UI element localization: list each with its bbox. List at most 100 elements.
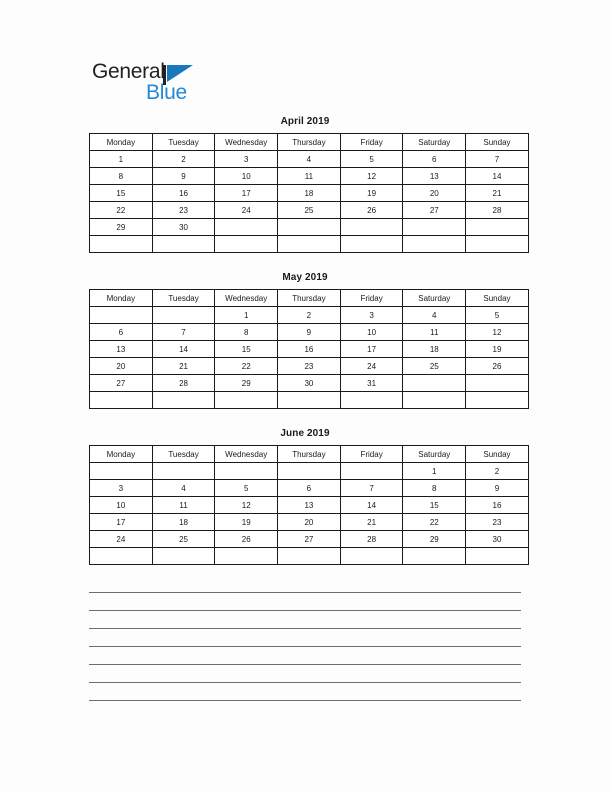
day-cell-6[interactable]: 6: [277, 479, 341, 497]
note-line[interactable]: [89, 664, 521, 665]
day-cell-9[interactable]: 9: [465, 479, 529, 497]
day-cell-17[interactable]: 17: [214, 184, 279, 202]
day-cell-13[interactable]: 13: [402, 167, 467, 185]
day-cell-3[interactable]: 3: [214, 150, 279, 168]
day-cell-7[interactable]: 7: [339, 479, 404, 497]
day-cell-28[interactable]: 28: [465, 201, 529, 219]
day-cell-20[interactable]: 20: [277, 513, 341, 531]
day-cell-4[interactable]: 4: [277, 150, 341, 168]
day-cell-20[interactable]: 20: [89, 357, 153, 375]
day-cell-4[interactable]: 4: [402, 306, 467, 324]
day-cell-14[interactable]: 14: [151, 340, 216, 358]
day-cell-28[interactable]: 28: [339, 530, 404, 548]
day-cell-20[interactable]: 20: [402, 184, 467, 202]
day-cell-2[interactable]: 2: [151, 150, 216, 168]
day-cell-5[interactable]: 5: [339, 150, 404, 168]
day-cell-1[interactable]: 1: [214, 306, 279, 324]
day-cell-14[interactable]: 14: [465, 167, 529, 185]
day-cell-31[interactable]: 31: [339, 374, 404, 392]
day-cell-19[interactable]: 19: [214, 513, 279, 531]
day-cell-26[interactable]: 26: [339, 201, 404, 219]
day-cell-26[interactable]: 26: [214, 530, 279, 548]
day-cell-3[interactable]: 3: [339, 306, 404, 324]
day-cell-1[interactable]: 1: [89, 150, 153, 168]
day-cell-15[interactable]: 15: [214, 340, 279, 358]
note-line[interactable]: [89, 628, 521, 629]
day-cell-8[interactable]: 8: [89, 167, 153, 185]
day-cell-21[interactable]: 21: [339, 513, 404, 531]
day-cell-10[interactable]: 10: [214, 167, 279, 185]
day-cell-12[interactable]: 12: [339, 167, 404, 185]
day-cell-5[interactable]: 5: [214, 479, 279, 497]
day-cell-21[interactable]: 21: [151, 357, 216, 375]
day-cell-19[interactable]: 19: [465, 340, 529, 358]
day-cell-25[interactable]: 25: [277, 201, 341, 219]
day-cell-30[interactable]: 30: [465, 530, 529, 548]
day-cell-26[interactable]: 26: [465, 357, 529, 375]
day-cell-22[interactable]: 22: [402, 513, 467, 531]
day-cell-29[interactable]: 29: [214, 374, 279, 392]
day-cell-30[interactable]: 30: [151, 218, 216, 236]
note-line[interactable]: [89, 700, 521, 701]
day-cell-16[interactable]: 16: [465, 496, 529, 514]
day-cell-12[interactable]: 12: [465, 323, 529, 341]
notes-area[interactable]: [89, 592, 521, 718]
day-cell-21[interactable]: 21: [465, 184, 529, 202]
day-cell-25[interactable]: 25: [151, 530, 216, 548]
note-line[interactable]: [89, 682, 521, 683]
day-cell-18[interactable]: 18: [402, 340, 467, 358]
day-cell-8[interactable]: 8: [214, 323, 279, 341]
day-cell-11[interactable]: 11: [277, 167, 341, 185]
day-cell-16[interactable]: 16: [151, 184, 216, 202]
day-cell-18[interactable]: 18: [151, 513, 216, 531]
day-cell-9[interactable]: 9: [151, 167, 216, 185]
note-line[interactable]: [89, 592, 521, 593]
day-cell-22[interactable]: 22: [89, 201, 153, 219]
day-cell-28[interactable]: 28: [151, 374, 216, 392]
day-cell-17[interactable]: 17: [89, 513, 153, 531]
day-cell-27[interactable]: 27: [89, 374, 153, 392]
day-cell-11[interactable]: 11: [402, 323, 467, 341]
day-cell-16[interactable]: 16: [277, 340, 341, 358]
day-cell-8[interactable]: 8: [402, 479, 467, 497]
day-cell-23[interactable]: 23: [151, 201, 216, 219]
day-cell-12[interactable]: 12: [214, 496, 279, 514]
day-cell-27[interactable]: 27: [402, 201, 467, 219]
note-line[interactable]: [89, 610, 521, 611]
day-cell-4[interactable]: 4: [151, 479, 216, 497]
day-cell-7[interactable]: 7: [151, 323, 216, 341]
day-cell-30[interactable]: 30: [277, 374, 341, 392]
day-cell-6[interactable]: 6: [402, 150, 467, 168]
day-cell-15[interactable]: 15: [402, 496, 467, 514]
day-cell-17[interactable]: 17: [339, 340, 404, 358]
day-cell-10[interactable]: 10: [339, 323, 404, 341]
note-line[interactable]: [89, 646, 521, 647]
day-cell-29[interactable]: 29: [402, 530, 467, 548]
calendar-title-may: May 2019: [282, 272, 328, 283]
day-cell-9[interactable]: 9: [277, 323, 341, 341]
day-cell-24[interactable]: 24: [214, 201, 279, 219]
day-cell-15[interactable]: 15: [89, 184, 153, 202]
day-cell-23[interactable]: 23: [465, 513, 529, 531]
day-cell-19[interactable]: 19: [339, 184, 404, 202]
day-cell-10[interactable]: 10: [89, 496, 153, 514]
day-cell-14[interactable]: 14: [339, 496, 404, 514]
day-cell-2[interactable]: 2: [277, 306, 341, 324]
day-cell-5[interactable]: 5: [465, 306, 529, 324]
day-cell-7[interactable]: 7: [465, 150, 529, 168]
day-cell-13[interactable]: 13: [89, 340, 153, 358]
day-cell-3[interactable]: 3: [89, 479, 153, 497]
day-cell-22[interactable]: 22: [214, 357, 279, 375]
day-cell-24[interactable]: 24: [89, 530, 153, 548]
day-cell-18[interactable]: 18: [277, 184, 341, 202]
day-cell-24[interactable]: 24: [339, 357, 404, 375]
day-cell-23[interactable]: 23: [277, 357, 341, 375]
day-cell-6[interactable]: 6: [89, 323, 153, 341]
day-cell-2[interactable]: 2: [465, 462, 529, 480]
day-cell-25[interactable]: 25: [402, 357, 467, 375]
day-cell-29[interactable]: 29: [89, 218, 153, 236]
day-cell-27[interactable]: 27: [277, 530, 341, 548]
day-cell-1[interactable]: 1: [402, 462, 467, 480]
day-cell-13[interactable]: 13: [277, 496, 341, 514]
day-cell-11[interactable]: 11: [151, 496, 216, 514]
